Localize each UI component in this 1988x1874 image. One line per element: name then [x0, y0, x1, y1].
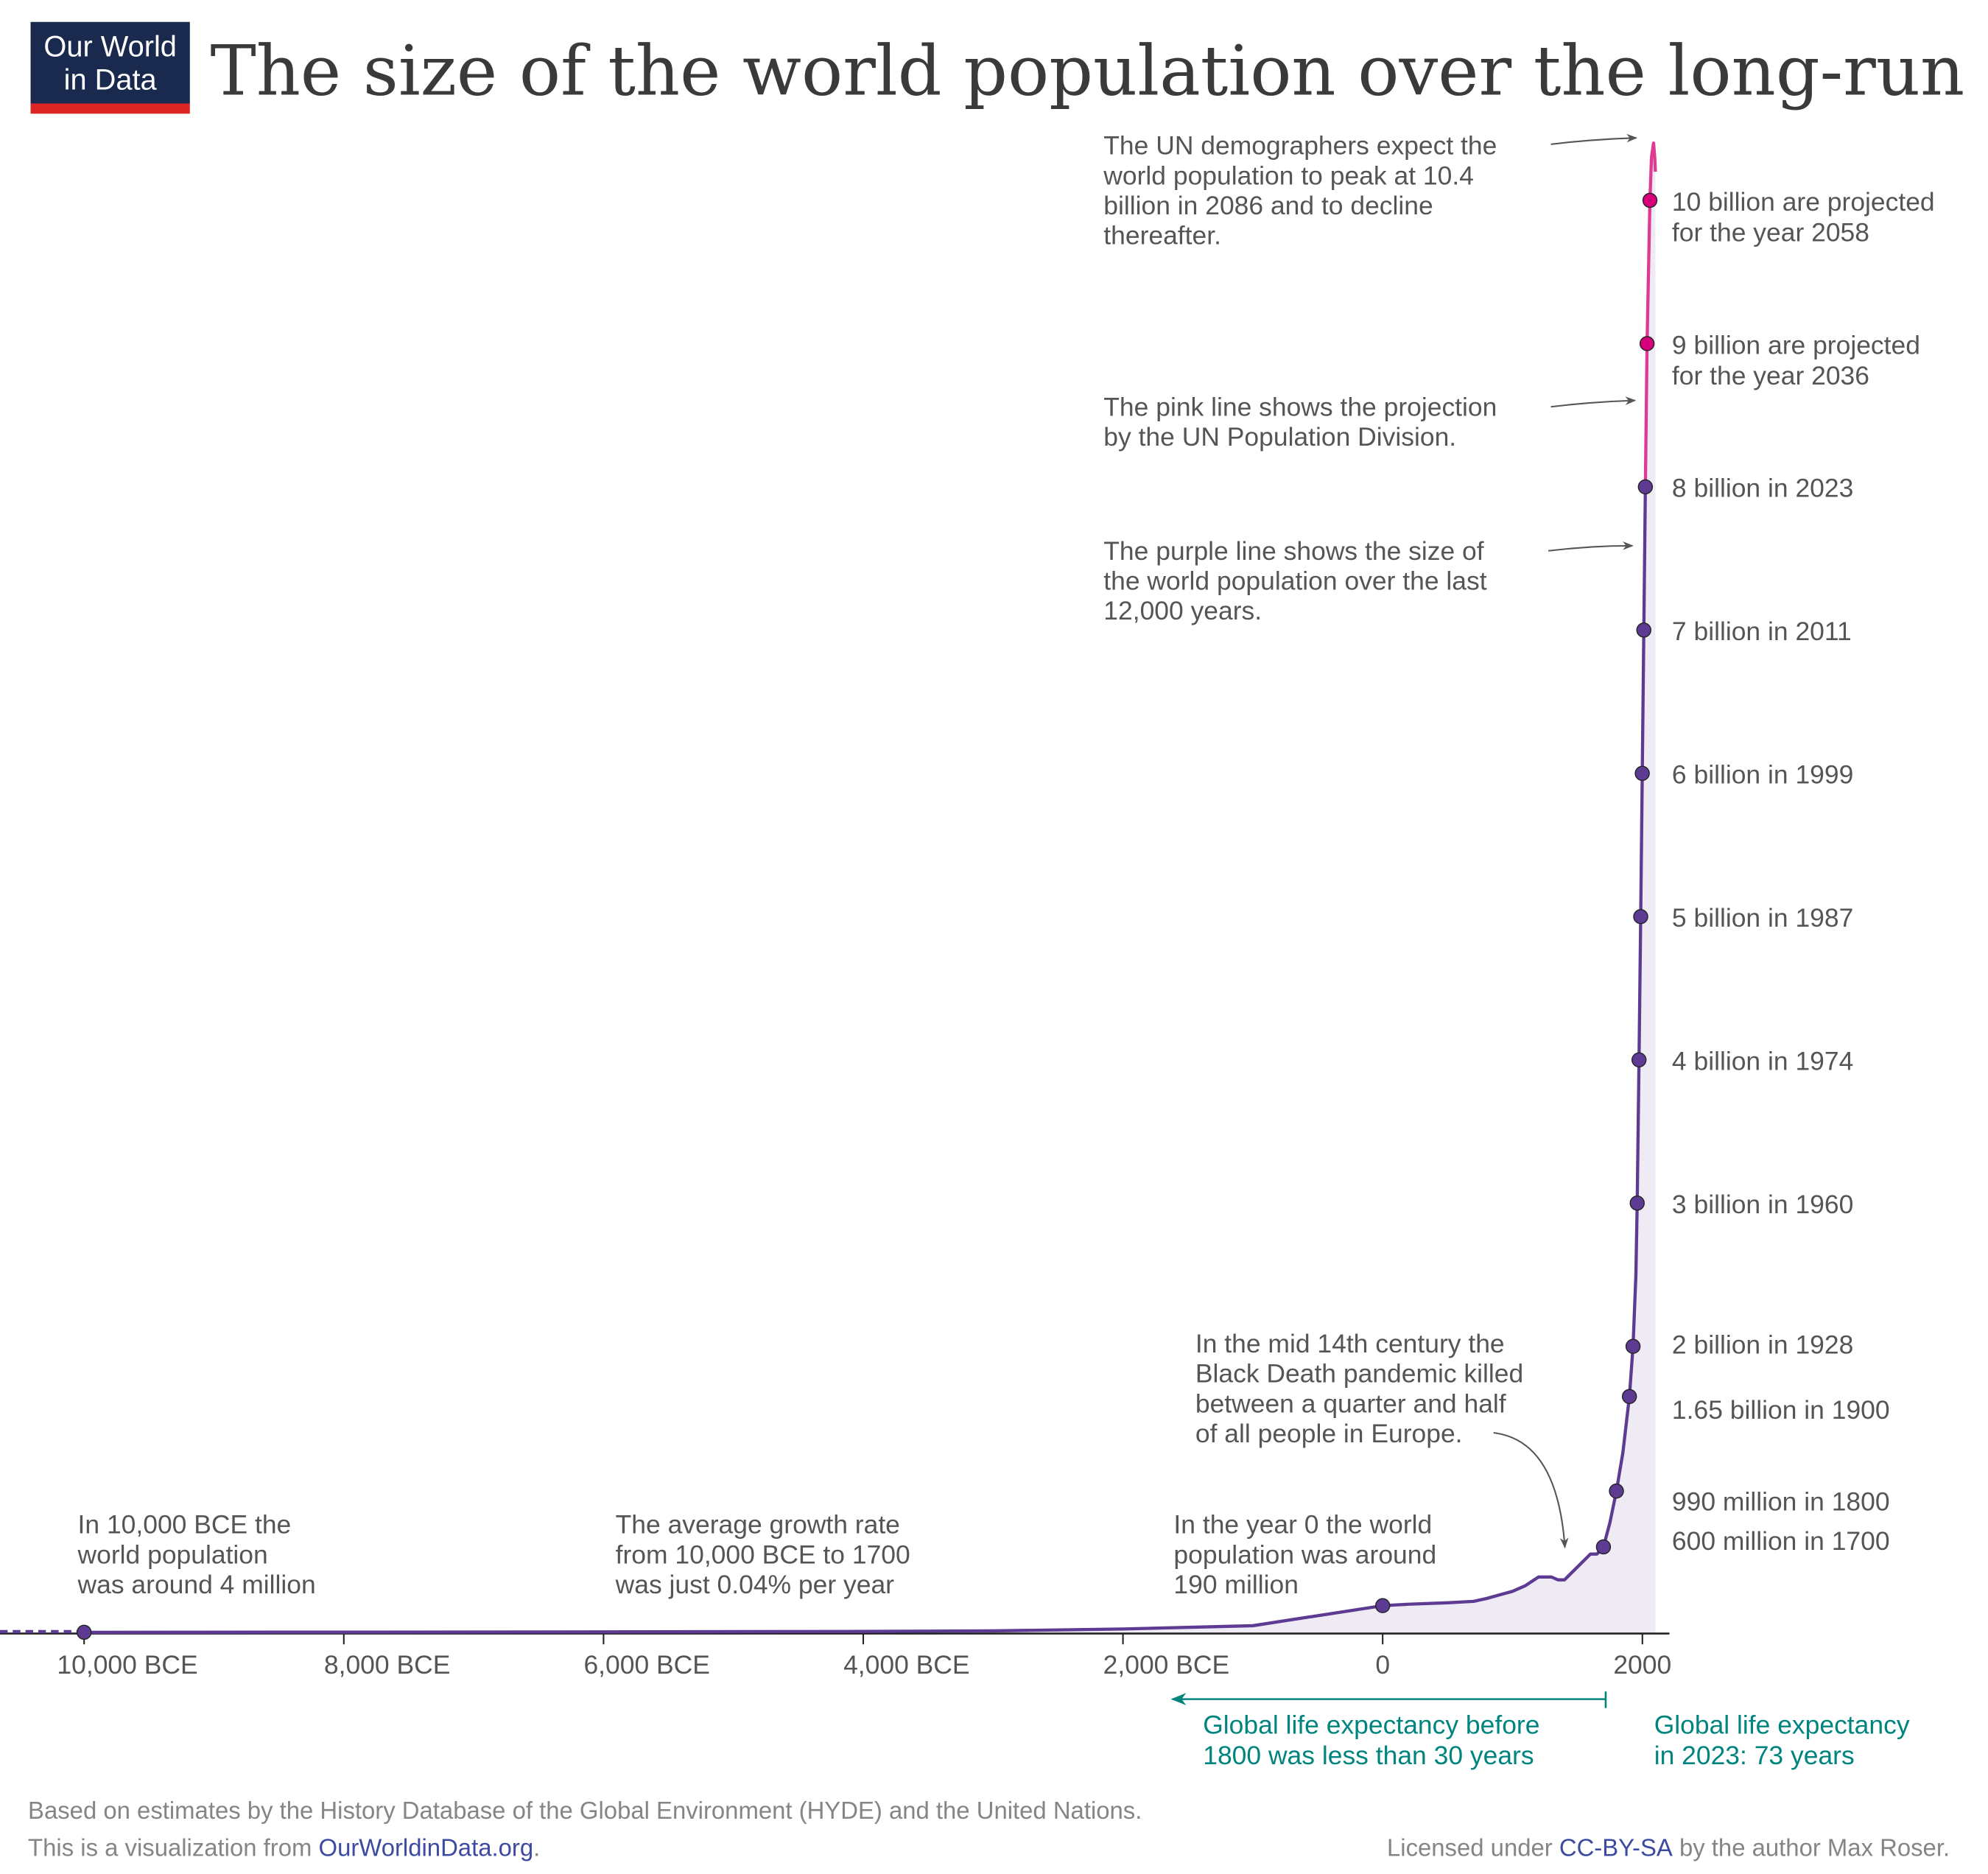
- x-tick-label: 8,000 BCE: [324, 1650, 450, 1680]
- annotation-text: The pink line shows the projection: [1103, 392, 1497, 421]
- footer-source: Based on estimates by the History Databa…: [28, 1797, 1142, 1824]
- data-point-label: 2 billion in 1928: [1672, 1330, 1853, 1360]
- data-point-label: for the year 2036: [1672, 361, 1869, 390]
- logo[interactable]: Our World in Data: [30, 21, 190, 114]
- x-tick-label: 4,000 BCE: [843, 1650, 969, 1680]
- data-point-label: 9 billion are projected: [1672, 330, 1920, 359]
- arrow-black-death: [1493, 1431, 1569, 1549]
- data-point-1974: [1631, 1052, 1647, 1067]
- annotation-text: The purple line shows the size of: [1103, 536, 1483, 566]
- data-point-label: 4 billion in 1974: [1672, 1047, 1853, 1076]
- data-point-label: for the year 2058: [1672, 217, 1869, 247]
- data-point-label: 6 billion in 1999: [1672, 760, 1853, 790]
- annotation-text: world population to peak at 10.4: [1103, 161, 1474, 190]
- license-prefix: Licensed under: [1387, 1833, 1559, 1861]
- data-point-label: 1.65 billion in 1900: [1672, 1395, 1890, 1425]
- data-point-2011: [1636, 622, 1651, 638]
- annotation-text: was just 0.04% per year: [615, 1570, 895, 1599]
- footer-viz-suffix: .: [533, 1833, 540, 1861]
- data-point-1900: [1621, 1389, 1637, 1404]
- x-tick-label: 10,000 BCE: [57, 1650, 197, 1680]
- footer-viz-prefix: This is a visualization from: [28, 1833, 318, 1861]
- annotation-text: 12,000 years.: [1103, 596, 1262, 625]
- annotation-text: thereafter.: [1103, 221, 1221, 250]
- x-tick-label: 2,000 BCE: [1103, 1650, 1229, 1680]
- annotation-text: 190 million: [1173, 1570, 1298, 1599]
- data-point-label: 10 billion are projected: [1672, 187, 1935, 217]
- data-point--10000: [76, 1624, 92, 1640]
- data-point-2023: [1637, 479, 1654, 495]
- life-expectancy-before-text: 1800 was less than 30 years: [1203, 1741, 1534, 1770]
- data-point-label: 5 billion in 1987: [1672, 903, 1853, 933]
- logo-line-2: in Data: [64, 63, 158, 96]
- data-point-1999: [1634, 765, 1650, 782]
- data-point-2036: [1639, 336, 1655, 351]
- data-point-1928: [1625, 1338, 1641, 1354]
- annotation-text: In the year 0 the world: [1173, 1510, 1432, 1540]
- annotation-text: world population: [77, 1540, 268, 1569]
- arrow-pink-line: [1550, 396, 1637, 408]
- data-point-1800: [1609, 1483, 1624, 1499]
- x-tick-label: 2000: [1613, 1650, 1671, 1680]
- annotation-text: billion in 2086 and to decline: [1103, 191, 1433, 220]
- historical-series-line: [84, 486, 1648, 1635]
- chart-title: The size of the world population over th…: [210, 31, 1964, 111]
- annotation-text: In the mid 14th century the: [1195, 1329, 1505, 1358]
- data-point-2058: [1642, 192, 1658, 208]
- logo-line-1: Our World: [43, 30, 177, 63]
- life-expectancy-now-text: Global life expectancy: [1654, 1710, 1910, 1739]
- x-tick-label: 0: [1375, 1650, 1390, 1680]
- annotation-text: Black Death pandemic killed: [1195, 1359, 1523, 1389]
- footer-license: Licensed under CC-BY-SA by the author Ma…: [1387, 1833, 1950, 1861]
- owid-link[interactable]: OurWorldinData.org: [319, 1833, 534, 1861]
- license-suffix: by the author Max Roser.: [1673, 1833, 1950, 1861]
- x-tick-label: 6,000 BCE: [583, 1650, 709, 1680]
- annotation-text: of all people in Europe.: [1195, 1419, 1463, 1448]
- annotation-text: The UN demographers expect the: [1103, 131, 1497, 161]
- footer-visualization-note: This is a visualization from OurWorldinD…: [28, 1833, 540, 1861]
- arrow-purple-line: [1548, 541, 1634, 552]
- annotation-text: population was around: [1173, 1540, 1436, 1569]
- arrow-un-peak: [1550, 133, 1637, 145]
- data-point-1960: [1629, 1196, 1645, 1211]
- logo-accent-bar: [30, 103, 190, 114]
- annotation-text: between a quarter and half: [1195, 1389, 1506, 1418]
- data-point-label: 3 billion in 1960: [1672, 1190, 1853, 1219]
- data-point-label: 7 billion in 2011: [1672, 617, 1852, 646]
- data-point-label: 990 million in 1800: [1672, 1487, 1890, 1517]
- annotation-text: The average growth rate: [616, 1510, 900, 1540]
- license-link[interactable]: CC-BY-SA: [1559, 1833, 1673, 1861]
- plot-area: 10,000 BCE 8,000 BCE 6,000 BCE 4,000 BCE 2,0…: [0, 131, 1935, 1770]
- annotation-text: the world population over the last: [1103, 566, 1486, 596]
- life-expectancy-before-text: Global life expectancy before: [1203, 1710, 1539, 1739]
- data-point-1987: [1633, 909, 1648, 924]
- data-point-label: 8 billion in 2023: [1672, 474, 1853, 503]
- annotation-text: was around 4 million: [77, 1570, 316, 1599]
- data-point-label: 600 million in 1700: [1672, 1526, 1890, 1556]
- data-point-0: [1374, 1598, 1391, 1613]
- data-point-1700: [1595, 1539, 1612, 1555]
- annotation-text: from 10,000 BCE to 1700: [616, 1540, 910, 1569]
- life-expectancy-now-text: in 2023: 73 years: [1654, 1741, 1855, 1770]
- annotation-text: In 10,000 BCE the: [78, 1510, 292, 1540]
- logo-background: [30, 21, 190, 104]
- annotation-text: by the UN Population Division.: [1103, 422, 1456, 452]
